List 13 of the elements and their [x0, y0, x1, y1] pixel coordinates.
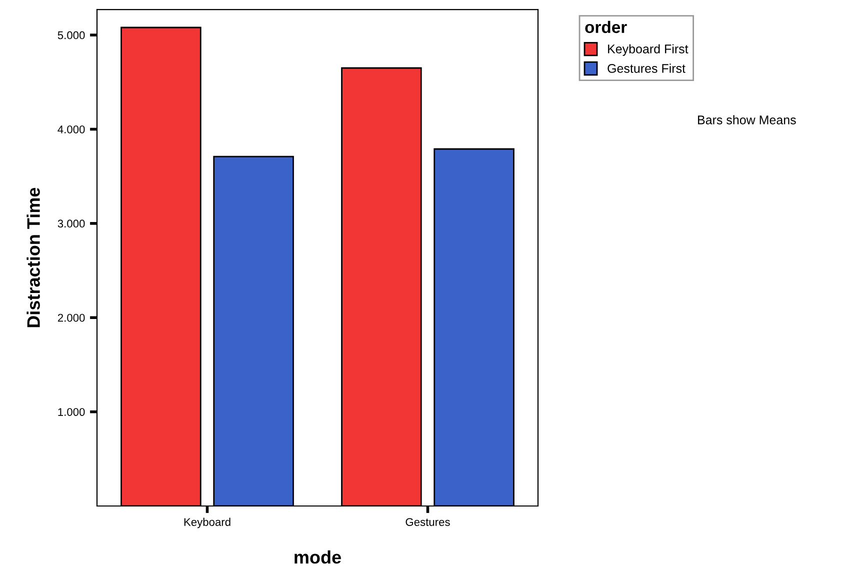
y-tick-label: 1.000: [58, 408, 85, 416]
x-axis-title: mode: [294, 550, 341, 564]
y-tick-label: 3.000: [58, 220, 85, 228]
x-tick-label: Gestures: [406, 518, 450, 526]
y-axis-title: Distraction Time: [26, 188, 40, 328]
x-tick-label: Keyboard: [184, 518, 230, 528]
text: Bars show Means: [698, 115, 796, 124]
y-tick-label: 2.000: [58, 314, 85, 322]
y-tick-label: 5.000: [58, 31, 85, 40]
legend-label: Keyboard First: [608, 44, 688, 56]
legend-title: order: [585, 20, 627, 34]
legend-label: Gestures First: [608, 64, 686, 73]
y-tick-label: 4.000: [58, 125, 85, 134]
